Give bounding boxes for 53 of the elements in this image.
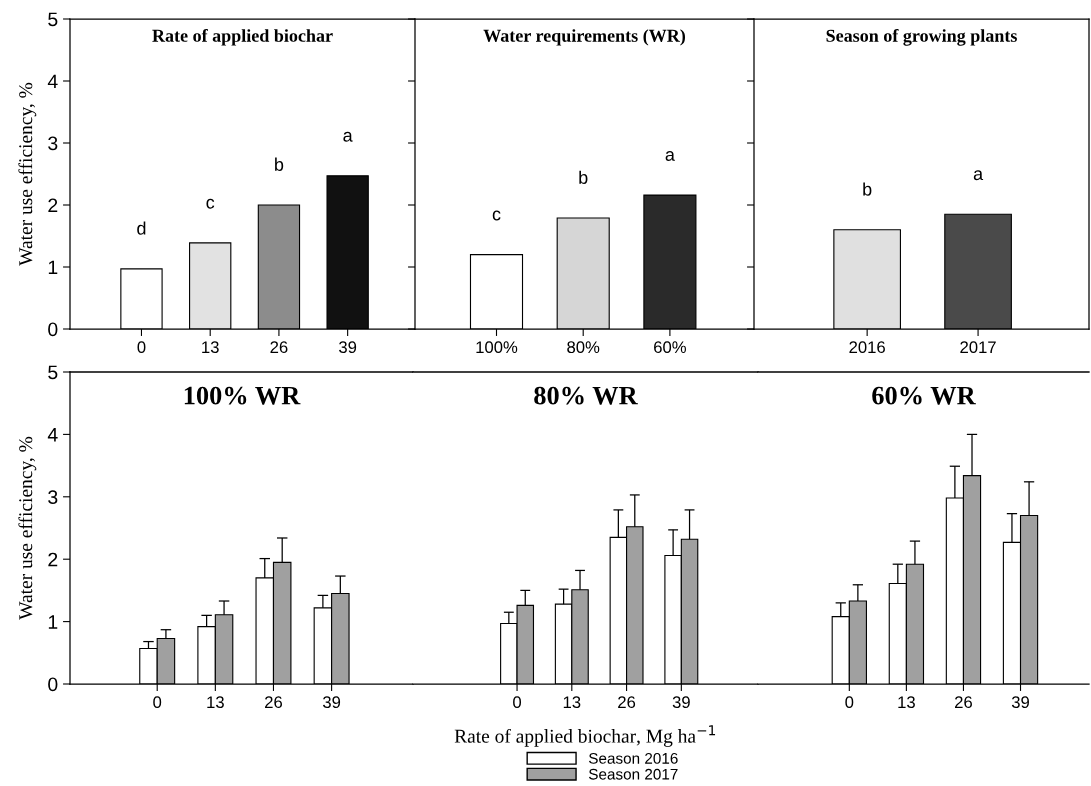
legend-label: Season 2016 — [588, 752, 678, 764]
x-tick-label: 13 — [898, 696, 915, 709]
x-tick-label: 2016 — [849, 341, 885, 354]
x-tick-label: 13 — [207, 696, 224, 709]
y-tick-label: 1 — [48, 615, 58, 629]
data-label: c — [492, 210, 501, 221]
data-label: a — [343, 131, 353, 142]
x-tick-label: 26 — [265, 696, 283, 709]
x-axis-title: Rate of applied biochar, Mg ha$^{−1}$ — [454, 725, 716, 747]
data-label: d — [137, 221, 146, 235]
text: Water requirements (WR) — [483, 29, 686, 46]
y-axis-title: Water use efficiency, % — [18, 82, 37, 266]
y-tick-label: 0 — [48, 322, 58, 337]
x-tick-label: 39 — [339, 341, 357, 354]
data-label: c — [206, 198, 215, 209]
y-axis-title: Water use efficiency, % — [18, 436, 37, 620]
data-label: a — [973, 170, 984, 181]
x-tick-label: 0 — [137, 341, 146, 354]
y-tick-label: 4 — [47, 428, 58, 442]
chart-title: 60% WR — [872, 386, 976, 405]
y-tick-label: 4 — [47, 74, 58, 89]
y-tick-label: 2 — [48, 552, 58, 567]
x-tick-label: 39 — [672, 696, 690, 709]
x-tick-label: 0 — [153, 696, 162, 709]
y-tick-label: 3 — [48, 136, 58, 151]
x-tick-label: 26 — [955, 696, 972, 709]
x-tick-label: 39 — [322, 696, 341, 709]
x-tick-label: 26 — [270, 341, 288, 354]
legend-label: Season 2017 — [588, 768, 678, 780]
y-tick-label: 5 — [48, 12, 58, 27]
y-tick-label: 2 — [48, 198, 58, 213]
text: Season of growing plants — [826, 28, 1017, 46]
data-label: a — [665, 151, 675, 161]
data-label: b — [579, 170, 588, 184]
text: Rate of applied biochar — [152, 28, 333, 46]
y-tick-label: 3 — [48, 490, 58, 505]
data-label: b — [863, 182, 872, 196]
x-tick-label: 80% — [567, 341, 600, 354]
x-tick-label: 13 — [563, 696, 581, 709]
data-label: b — [275, 157, 284, 171]
chart-title: 80% WR — [534, 386, 638, 405]
x-tick-label: 39 — [1011, 696, 1029, 709]
x-tick-label: 100% — [476, 341, 518, 354]
y-tick-label: 5 — [48, 365, 58, 380]
x-tick-label: 13 — [202, 341, 219, 354]
x-tick-label: 0 — [513, 696, 522, 709]
x-tick-label: 2017 — [960, 341, 996, 354]
y-tick-label: 1 — [48, 260, 58, 275]
chart-title: 100% WR — [184, 386, 301, 405]
x-tick-label: 0 — [845, 696, 854, 709]
y-tick-label: 0 — [48, 677, 58, 692]
x-tick-label: 60% — [654, 341, 686, 354]
x-tick-label: 26 — [618, 696, 636, 709]
